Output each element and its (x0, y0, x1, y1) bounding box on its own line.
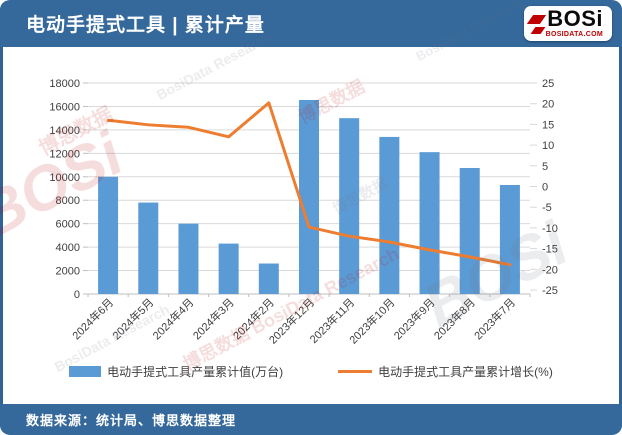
svg-text:-5: -5 (542, 202, 552, 214)
production-bars (98, 99, 520, 295)
legend-item-line: 电动手提式工具产量累计增长(%) (338, 363, 553, 380)
bar-2023年7月 (499, 184, 520, 294)
x-axis-labels: 2024年6月2024年5月2024年4月2024年3月2024年2月2023年… (69, 295, 518, 346)
right-border (619, 0, 622, 435)
growth-line (106, 101, 512, 267)
chart-legend: 电动手提式工具产量累计值(万台) 电动手提式工具产量累计增长(%) (0, 363, 622, 380)
svg-text:4000: 4000 (56, 242, 80, 254)
svg-text:-15: -15 (542, 244, 558, 256)
svg-text:2023年8月: 2023年8月 (431, 295, 478, 342)
left-axis-labels: 0 2000 4000 6000 8000 10000 12000 14000 16000 180… (49, 78, 80, 301)
bar-swatch-icon (69, 366, 102, 377)
bosi-logo: BOSi BOSIDATA.COM (523, 6, 612, 41)
legend-label-line: 电动手提式工具产量累计增长(%) (378, 365, 553, 379)
data-source-text: 数据来源：统计局、博思数据整理 (26, 413, 237, 428)
svg-text:-25: -25 (542, 285, 558, 297)
bar-2024年4月 (178, 223, 199, 294)
svg-text:25: 25 (542, 78, 554, 90)
bar-2023年10月 (379, 136, 400, 294)
bar-2024年6月 (98, 176, 119, 294)
left-border (0, 0, 3, 435)
bar-2023年9月 (419, 152, 440, 294)
svg-text:2024年5月: 2024年5月 (109, 295, 156, 342)
svg-text:5: 5 (542, 161, 548, 173)
svg-text:12000: 12000 (49, 148, 80, 160)
svg-text:8000: 8000 (56, 195, 80, 207)
svg-text:2024年3月: 2024年3月 (190, 295, 237, 342)
svg-text:10: 10 (542, 140, 554, 152)
chart-area: 0 2000 4000 6000 8000 10000 12000 14000 16000 180… (0, 47, 622, 404)
combo-chart: 0 2000 4000 6000 8000 10000 12000 14000 16000 180… (49, 78, 558, 347)
svg-text:20: 20 (542, 99, 554, 111)
bar-2023年8月 (459, 167, 480, 294)
bar-2024年5月 (138, 202, 159, 294)
bar-2023年12月 (299, 99, 319, 294)
bosi-logo-domain: BOSIDATA.COM (545, 31, 603, 38)
bar-2023年11月 (339, 118, 360, 295)
legend-label-bar: 电动手提式工具产量累计值(万台) (107, 365, 284, 379)
svg-text:2000: 2000 (56, 266, 80, 278)
svg-text:-20: -20 (542, 264, 558, 276)
bar-2024年2月 (258, 263, 279, 294)
legend-item-bar: 电动手提式工具产量累计值(万台) (69, 363, 283, 380)
svg-text:2024年6月: 2024年6月 (69, 295, 116, 342)
svg-text:15: 15 (542, 119, 554, 131)
svg-text:18000: 18000 (49, 78, 80, 90)
line-swatch-icon (338, 370, 373, 373)
x-axis-ticks (87, 294, 531, 297)
footer-bar: 数据来源：统计局、博思数据整理 (0, 404, 622, 435)
svg-text:0: 0 (74, 289, 80, 301)
svg-text:6000: 6000 (56, 219, 80, 231)
svg-text:2023年7月: 2023年7月 (471, 295, 518, 342)
svg-text:10000: 10000 (49, 172, 80, 184)
svg-text:2024年4月: 2024年4月 (149, 295, 196, 342)
bar-2024年3月 (218, 243, 239, 294)
right-axis-labels: -25 -20 -15 -10 -5 0 5 10 15 20 25 (530, 78, 558, 297)
svg-text:14000: 14000 (49, 125, 80, 137)
svg-text:16000: 16000 (49, 101, 80, 113)
page-title: 电动手提式工具 | 累计产量 (26, 15, 265, 36)
svg-text:-10: -10 (542, 223, 558, 235)
svg-text:2023年9月: 2023年9月 (391, 295, 438, 342)
header-bar: 电动手提式工具 | 累计产量 BOSi BOSIDATA.COM (0, 0, 622, 47)
bosi-logo-text: BOSi (547, 6, 603, 31)
svg-text:0: 0 (542, 182, 548, 194)
